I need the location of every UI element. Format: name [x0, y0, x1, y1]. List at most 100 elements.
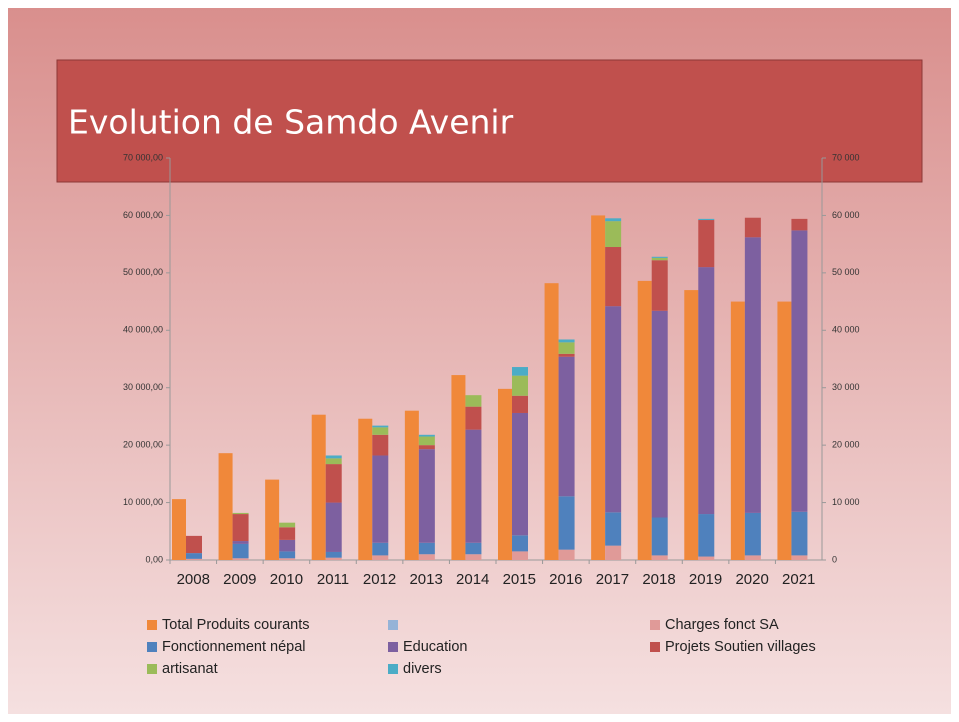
bar-segment: [325, 464, 342, 503]
x-tick-label: 2010: [270, 571, 303, 588]
bar: [544, 283, 559, 560]
bar-segment: [558, 496, 575, 550]
bar-segment: [651, 260, 668, 311]
legend-label: Charges fonct SA: [665, 617, 779, 633]
bar-segment: [418, 434, 435, 437]
bar: [172, 499, 186, 560]
bar-segment: [372, 434, 389, 456]
y-tick-label: 50 000,00: [123, 267, 163, 277]
bar-segment: [465, 542, 482, 555]
bar-segment: [791, 230, 808, 512]
bar-segment: [605, 512, 622, 546]
bar: [684, 290, 699, 560]
bar-segment: [279, 527, 296, 540]
x-tick-label: 2016: [549, 571, 582, 588]
bar-segment: [651, 517, 668, 556]
legend-label: artisanat: [162, 661, 218, 677]
legend-swatch: [388, 620, 398, 630]
y-tick-label: 70 000,00: [123, 152, 163, 162]
legend-swatch: [388, 642, 398, 652]
bar-segment: [232, 558, 249, 560]
legend-label: Projets Soutien villages: [665, 639, 816, 655]
bar: [265, 479, 280, 560]
bar-segment: [232, 543, 249, 559]
bar-segment: [418, 554, 435, 560]
bar-segment: [558, 353, 575, 357]
bar: [358, 418, 373, 560]
y-tick-label: 10 000,00: [123, 497, 163, 507]
legend-swatch: [650, 620, 660, 630]
bar-segment: [512, 375, 528, 396]
x-tick-label: 2013: [409, 571, 442, 588]
bar-segment: [372, 555, 389, 560]
bar-segment: [651, 310, 668, 518]
legend-label: Total Produits courants: [162, 617, 310, 633]
x-tick-label: 2019: [689, 571, 722, 588]
bar-segment: [465, 429, 482, 543]
bar-segment: [465, 395, 482, 407]
bar-segment: [605, 247, 622, 307]
y-tick-label: 20 000,00: [123, 440, 163, 450]
bar-segment: [558, 342, 575, 354]
bar-segment: [325, 557, 342, 560]
bar-segment: [418, 436, 435, 446]
x-tick-label: 2018: [642, 571, 675, 588]
y-tick-label: 60 000,00: [123, 210, 163, 220]
bar-segment: [744, 237, 761, 513]
y2-tick-label: 50 000: [832, 267, 860, 277]
legend-swatch: [147, 642, 157, 652]
bar-segment: [651, 256, 668, 258]
bar-segment: [418, 445, 435, 450]
bar-segment: [698, 267, 715, 515]
bar: [777, 301, 792, 560]
bar-segment: [698, 556, 715, 560]
bar: [730, 301, 745, 560]
bar-segment: [232, 541, 249, 544]
bar-segment: [372, 455, 389, 543]
bar-segment: [791, 511, 808, 556]
bar-segment: [325, 455, 342, 459]
legend-swatch: [147, 620, 157, 630]
x-tick-label: 2012: [363, 571, 396, 588]
bar: [311, 414, 326, 560]
bar-segment: [558, 356, 575, 497]
bar-segment: [605, 545, 622, 560]
bar-segment: [372, 427, 389, 435]
bar-segment: [791, 218, 808, 231]
bar-segment: [325, 458, 342, 465]
y2-tick-label: 20 000: [832, 440, 860, 450]
bar-segment: [651, 555, 668, 560]
legend-swatch: [650, 642, 660, 652]
bar-segment: [418, 449, 435, 543]
y2-tick-label: 40 000: [832, 325, 860, 335]
bar-segment: [186, 553, 202, 559]
bar-segment: [325, 502, 342, 552]
bar-segment: [558, 339, 575, 343]
bar-segment: [698, 220, 715, 268]
x-tick-label: 2020: [735, 571, 768, 588]
bar-segment: [279, 551, 296, 559]
bar: [498, 388, 512, 560]
y-tick-label: 30 000,00: [123, 382, 163, 392]
bar-segment: [512, 412, 528, 536]
bar-segment: [372, 425, 389, 428]
bar-segment: [372, 542, 389, 556]
bar-segment: [465, 406, 482, 430]
x-tick-label: 2011: [317, 571, 349, 588]
x-tick-label: 2021: [782, 571, 815, 588]
bar-segment: [605, 306, 622, 513]
bar-segment: [512, 535, 528, 552]
y2-tick-label: 10 000: [832, 497, 860, 507]
bar-segment: [558, 549, 575, 560]
legend-swatch: [388, 664, 398, 674]
bar-segment: [605, 221, 622, 248]
legend-label: Education: [403, 639, 468, 655]
bar: [218, 453, 233, 560]
bar-segment: [512, 551, 528, 560]
title-banner: [56, 59, 923, 183]
legend-label: divers: [403, 661, 442, 677]
y2-tick-label: 70 000: [832, 152, 860, 162]
y2-tick-label: 0: [832, 554, 837, 564]
bar-segment: [325, 551, 342, 558]
